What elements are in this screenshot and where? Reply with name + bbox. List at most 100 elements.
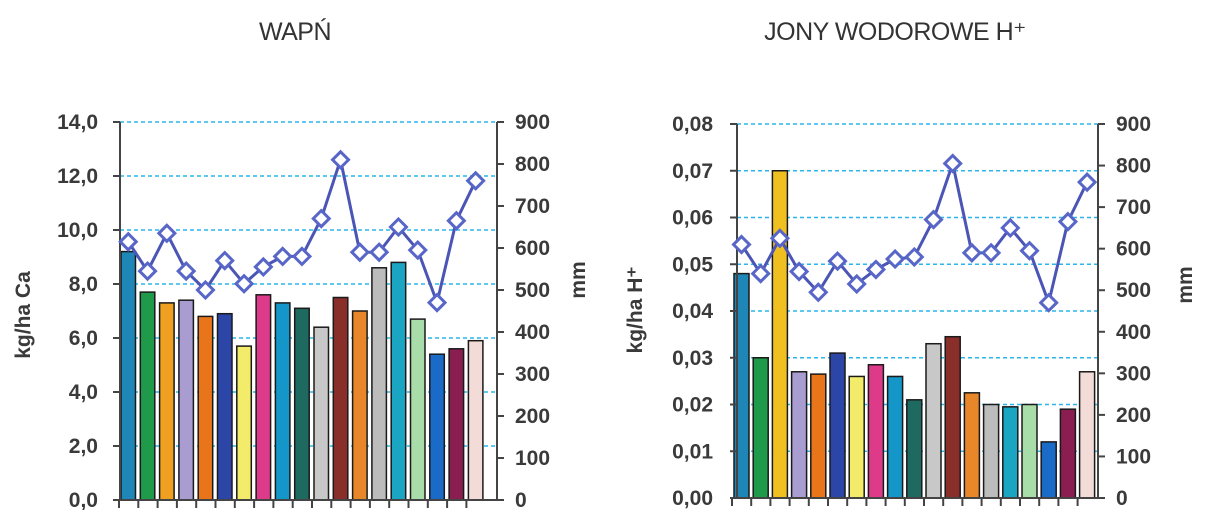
line-point — [923, 209, 944, 230]
y2-tick-label: 400 — [515, 321, 550, 344]
y2-tick-label: 900 — [1116, 113, 1151, 136]
y-tick-label: 0,00 — [672, 487, 713, 510]
y-tick-label: 12,0 — [57, 165, 98, 188]
y-axis-ticks: 0,00 0,01 0,02 0,03 0,04 0,05 0,06 0,07 0,08 — [672, 113, 713, 510]
bar — [1040, 441, 1057, 499]
y-tick-label: 0,05 — [672, 253, 713, 276]
axes — [113, 121, 504, 508]
bar — [236, 345, 253, 501]
bar — [906, 399, 923, 499]
y-tick-label: 0,07 — [672, 160, 713, 183]
bar — [351, 310, 368, 501]
bar — [1021, 403, 1038, 499]
y2-tick-label: 600 — [515, 237, 550, 260]
y-tick-label: 8,0 — [69, 273, 98, 296]
y2-tick-label: 200 — [515, 405, 550, 428]
line-point — [407, 239, 428, 261]
y2-axis-label: mm — [567, 261, 590, 298]
line-point — [980, 242, 1002, 263]
bar — [886, 375, 904, 499]
line-point — [865, 259, 887, 280]
bar — [771, 170, 789, 499]
bar — [810, 373, 827, 499]
line-point — [214, 250, 235, 271]
bar — [332, 296, 349, 501]
axes — [730, 123, 1105, 506]
bar — [313, 326, 330, 501]
bar — [790, 371, 808, 499]
line-point — [291, 246, 313, 267]
line-point — [388, 216, 409, 238]
y2-tick-label: 300 — [1116, 362, 1151, 385]
bar — [867, 364, 885, 499]
y-tick-label: 10,0 — [57, 219, 98, 242]
y-tick-label: 0,03 — [672, 347, 713, 370]
y-axis-ticks: 0,0 2,0 4,0 6,0 8,0 10,0 12,0 14,0 — [57, 111, 98, 510]
line-point — [808, 282, 829, 303]
y2-tick-label: 0 — [515, 489, 527, 510]
line-point — [884, 248, 906, 270]
y-tick-label: 0,0 — [69, 489, 98, 510]
bar — [158, 302, 175, 501]
y-tick-label: 0,08 — [672, 113, 713, 136]
bar — [429, 353, 446, 501]
line-point — [731, 234, 752, 255]
bar — [1002, 406, 1019, 499]
line-point — [1000, 217, 1021, 239]
bar — [293, 307, 310, 501]
bar — [178, 299, 195, 501]
chart-title: WAPŃ — [259, 17, 331, 46]
bar — [197, 315, 214, 501]
bar — [963, 392, 981, 499]
y2-tick-label: 100 — [515, 447, 550, 470]
bar — [829, 352, 846, 499]
line-point — [769, 228, 791, 249]
y-tick-label: 4,0 — [69, 381, 98, 404]
line-point — [446, 210, 467, 231]
y2-tick-label: 100 — [1116, 445, 1151, 468]
bar — [255, 294, 272, 501]
line-point — [137, 260, 158, 282]
line-point — [118, 231, 139, 252]
line-point — [272, 246, 293, 267]
line-point — [253, 256, 274, 278]
line-point — [349, 242, 370, 263]
bar — [390, 261, 407, 501]
line-point — [426, 292, 448, 313]
y2-tick-label: 700 — [1116, 196, 1151, 219]
chart-jony-wodorowe: JONY WODOROWE H⁺ 0,000,010,020,030,040,0… — [624, 18, 1197, 510]
y2-tick-label: 200 — [1116, 404, 1151, 427]
bar — [1078, 371, 1096, 499]
series-line — [126, 154, 478, 308]
line-point — [156, 223, 177, 244]
bar — [448, 348, 465, 501]
y-tick-label: 0,01 — [672, 440, 713, 463]
line-point — [369, 242, 390, 263]
bar — [216, 312, 233, 501]
y2-tick-label: 0 — [1116, 487, 1128, 510]
y2-tick-label: 900 — [515, 111, 550, 134]
y-tick-label: 14,0 — [57, 111, 98, 134]
line-point — [176, 260, 197, 282]
y-tick-label: 6,0 — [69, 327, 98, 350]
y2-tick-label: 700 — [515, 195, 550, 218]
chart-wapn: WAPŃ 0,0 2,0 4,0 6,0 8,0 10,0 12,0 14,0 0 100 200… — [12, 17, 590, 510]
y-axis-label: kg/ha H⁺ — [624, 267, 647, 354]
y2-tick-label: 500 — [515, 279, 550, 302]
line-point — [942, 153, 963, 174]
y2-tick-label: 800 — [1116, 155, 1151, 178]
bar — [982, 403, 1000, 499]
y2-tick-label: 600 — [1116, 238, 1151, 261]
line-point — [195, 279, 216, 301]
line-point — [827, 251, 848, 272]
precipitation-line — [118, 149, 486, 313]
line-point — [233, 273, 255, 294]
y2-axis-label: mm — [1174, 266, 1197, 303]
line-point — [1076, 172, 1098, 193]
line-point — [904, 246, 925, 268]
line-point — [788, 261, 810, 282]
series-line — [740, 157, 1089, 308]
line-point — [846, 273, 867, 295]
line-point — [330, 149, 351, 170]
